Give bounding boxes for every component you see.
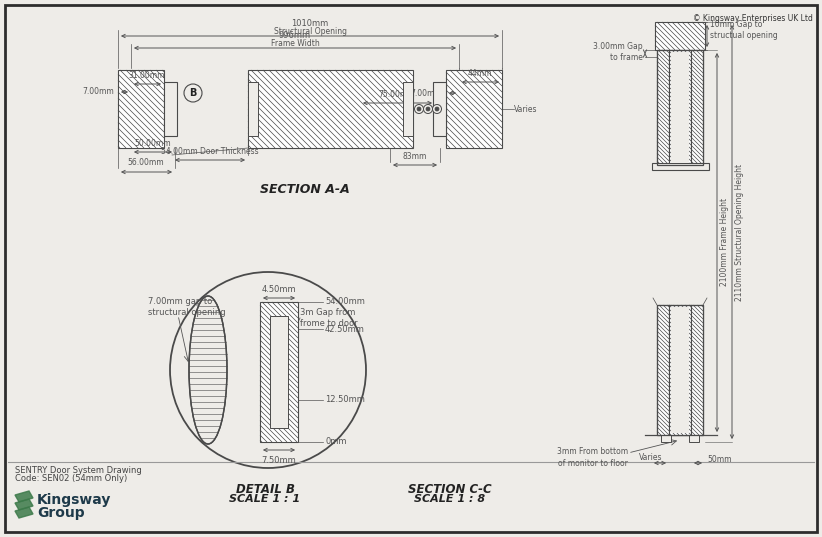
- Text: B: B: [189, 88, 196, 98]
- Circle shape: [417, 107, 421, 111]
- Text: 10mm Gap to
structual opening: 10mm Gap to structual opening: [710, 19, 778, 40]
- Bar: [689, 435, 699, 442]
- Polygon shape: [15, 491, 33, 502]
- Text: SECTION C-C: SECTION C-C: [409, 483, 492, 496]
- Polygon shape: [15, 507, 33, 518]
- Text: 0mm: 0mm: [325, 438, 347, 446]
- Text: 7.00mm: 7.00mm: [410, 89, 442, 98]
- Bar: [657, 50, 703, 165]
- Text: 3mm From bottom
of monitor to floor: 3mm From bottom of monitor to floor: [556, 447, 628, 468]
- Bar: [403, 82, 413, 136]
- Bar: [248, 82, 258, 136]
- Text: 31.00mm: 31.00mm: [129, 71, 165, 80]
- Circle shape: [414, 105, 423, 113]
- Text: 54.00mm Door Thickness: 54.00mm Door Thickness: [161, 147, 259, 156]
- Bar: [655, 22, 705, 50]
- Circle shape: [432, 105, 441, 113]
- Text: 50.00mm: 50.00mm: [135, 139, 171, 148]
- Circle shape: [426, 107, 430, 111]
- Bar: [669, 50, 691, 165]
- Polygon shape: [15, 499, 33, 510]
- Bar: [118, 70, 164, 148]
- Text: 4.50mm: 4.50mm: [261, 285, 296, 294]
- Text: 83mm: 83mm: [403, 152, 427, 161]
- Text: 7.00mm gap to
structural opening: 7.00mm gap to structural opening: [148, 296, 225, 317]
- Ellipse shape: [189, 296, 227, 444]
- Text: 7.50mm: 7.50mm: [261, 456, 297, 465]
- Text: Code: SEN02 (54mm Only): Code: SEN02 (54mm Only): [15, 474, 127, 483]
- Circle shape: [423, 105, 432, 113]
- Text: 2110mm Structural Opening Height: 2110mm Structural Opening Height: [735, 163, 744, 301]
- Text: DETAIL B: DETAIL B: [235, 483, 294, 496]
- Circle shape: [435, 107, 439, 111]
- Bar: [669, 305, 691, 435]
- Text: 54.00mm: 54.00mm: [325, 297, 365, 307]
- Text: 996mm: 996mm: [279, 31, 311, 40]
- Text: SENTRY Door System Drawing: SENTRY Door System Drawing: [15, 466, 141, 475]
- Text: 50mm: 50mm: [707, 455, 732, 465]
- Text: 75.00mm: 75.00mm: [379, 90, 415, 99]
- Bar: [260, 302, 298, 442]
- Text: Varies: Varies: [640, 453, 663, 462]
- Text: SCALE 1 : 8: SCALE 1 : 8: [414, 494, 486, 504]
- Bar: [671, 52, 689, 163]
- Bar: [433, 82, 446, 136]
- Bar: [691, 305, 703, 435]
- Bar: [657, 305, 703, 435]
- Text: Kingsway: Kingsway: [37, 493, 111, 507]
- Text: 1010mm: 1010mm: [291, 19, 329, 28]
- Text: Group: Group: [37, 506, 85, 520]
- Text: SCALE 1 : 1: SCALE 1 : 1: [229, 494, 301, 504]
- Text: © Kingsway Enterprises UK Ltd: © Kingsway Enterprises UK Ltd: [693, 14, 813, 23]
- Bar: [657, 305, 669, 435]
- Bar: [691, 50, 703, 165]
- Bar: [652, 163, 709, 170]
- Bar: [446, 70, 502, 148]
- Text: Frame Width: Frame Width: [270, 39, 320, 48]
- Text: 56.00mm: 56.00mm: [127, 158, 164, 167]
- Text: 3.00mm Gap
to frame: 3.00mm Gap to frame: [593, 41, 643, 62]
- Text: 44mm: 44mm: [468, 69, 492, 78]
- Bar: [248, 70, 413, 148]
- Text: 42.50mm: 42.50mm: [325, 324, 365, 333]
- Text: Varies: Varies: [514, 105, 538, 113]
- Text: 12.50mm: 12.50mm: [325, 395, 365, 404]
- Bar: [270, 316, 288, 428]
- Bar: [671, 307, 689, 433]
- Bar: [661, 435, 671, 442]
- Bar: [657, 50, 669, 165]
- Text: 7.00mm: 7.00mm: [82, 88, 114, 97]
- Text: 3m Gap from
frome to door: 3m Gap from frome to door: [300, 308, 358, 329]
- Text: Structural Opening: Structural Opening: [274, 27, 347, 36]
- Text: 2100mm Frame Height: 2100mm Frame Height: [720, 198, 729, 286]
- Circle shape: [170, 272, 366, 468]
- Bar: [164, 82, 177, 136]
- Text: SECTION A-A: SECTION A-A: [260, 183, 350, 196]
